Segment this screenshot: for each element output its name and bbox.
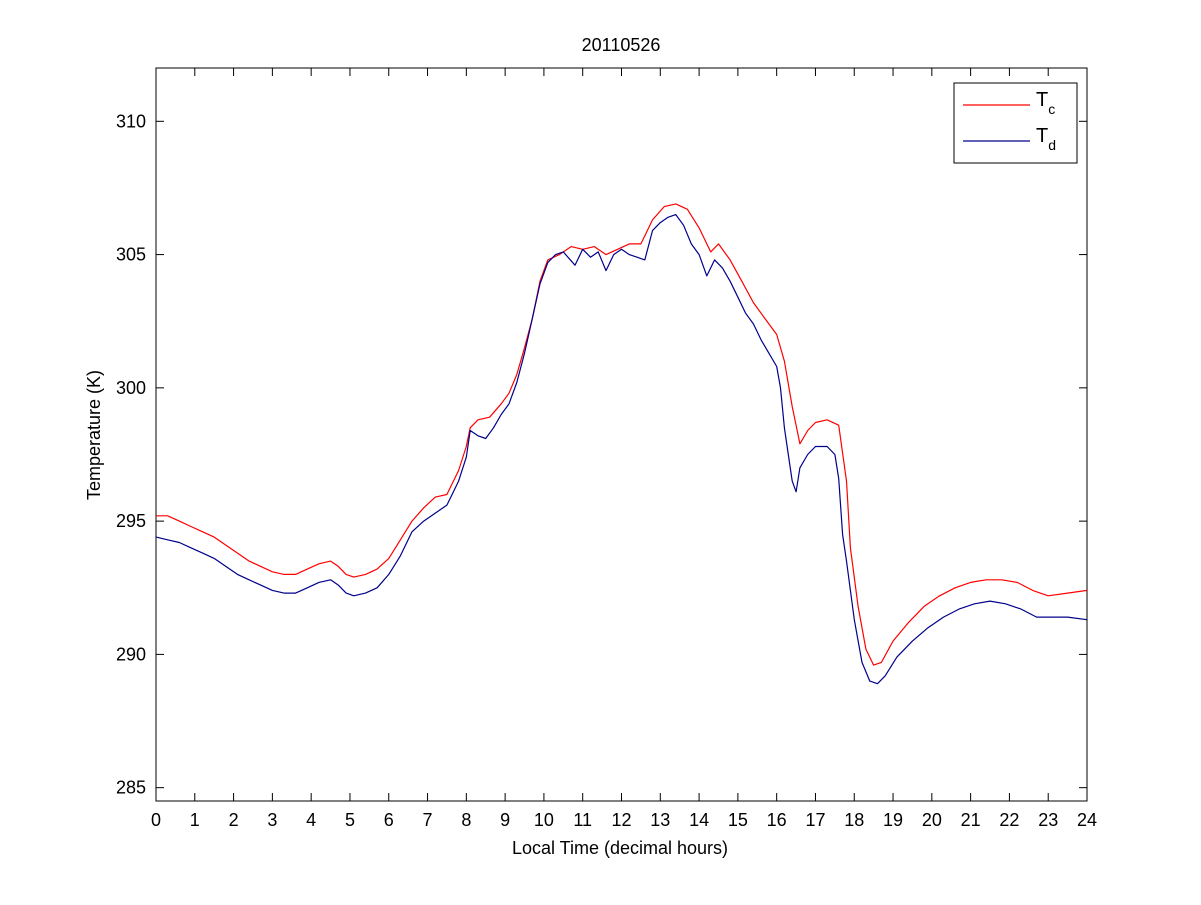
x-tick-label: 23 — [1038, 810, 1058, 830]
x-tick-label: 20 — [922, 810, 942, 830]
x-tick-label: 16 — [767, 810, 787, 830]
series-line-d — [155, 214, 1088, 685]
x-tick-label: 0 — [151, 810, 161, 830]
x-tick-label: 12 — [611, 810, 631, 830]
x-tick-label: 21 — [961, 810, 981, 830]
legend-subscript: d — [1048, 137, 1056, 153]
legend-subscript: c — [1048, 101, 1055, 117]
x-tick-label: 18 — [844, 810, 864, 830]
y-tick-label: 290 — [116, 644, 146, 664]
x-axis: 0 1 2 3 4 5 6 7 8 9 10 11 12 13 14 15 16 17 18 19 20 21 22 23 24 — [151, 68, 1097, 830]
x-tick-label: 8 — [461, 810, 471, 830]
x-tick-label: 3 — [267, 810, 277, 830]
x-tick-label: 14 — [689, 810, 709, 830]
x-tick-label: 24 — [1077, 810, 1097, 830]
chart-title: 20110526 — [582, 35, 661, 55]
x-tick-label: 10 — [534, 810, 554, 830]
x-tick-label: 17 — [805, 810, 825, 830]
y-tick-label: 285 — [116, 778, 146, 798]
x-tick-label: 7 — [423, 810, 433, 830]
series-layer — [155, 203, 1088, 685]
x-tick-label: 1 — [190, 810, 200, 830]
y-tick-label: 295 — [116, 511, 146, 531]
y-axis-label: Temperature (K) — [84, 370, 104, 500]
x-tick-label: 2 — [229, 810, 239, 830]
x-tick-label: 13 — [650, 810, 670, 830]
x-tick-label: 19 — [883, 810, 903, 830]
legend-box — [953, 82, 1078, 164]
x-axis-label: Local Time (decimal hours) — [512, 838, 728, 858]
x-tick-label: 9 — [500, 810, 510, 830]
y-axis: 285 290 295 300 305 310 — [116, 111, 1087, 798]
x-tick-label: 6 — [384, 810, 394, 830]
x-tick-label: 4 — [306, 810, 316, 830]
y-tick-label: 305 — [116, 245, 146, 265]
x-tick-label: 15 — [728, 810, 748, 830]
series-line-c — [156, 203, 1088, 666]
y-tick-label: 310 — [116, 111, 146, 131]
plot-area — [155, 67, 1088, 802]
x-tick-label: 11 — [573, 810, 592, 830]
x-tick-label: 22 — [999, 810, 1019, 830]
y-tick-label: 300 — [116, 378, 146, 398]
x-tick-label: 5 — [345, 810, 355, 830]
